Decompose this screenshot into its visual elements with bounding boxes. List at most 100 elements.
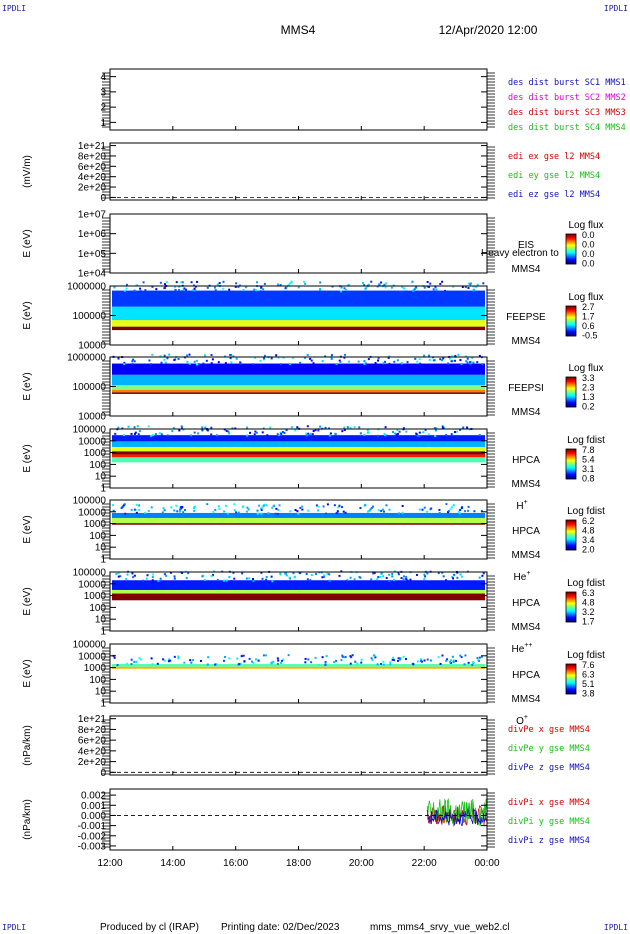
heatmap-speckle <box>315 504 318 507</box>
colorbar-cell <box>566 670 576 672</box>
colorbar-cell <box>566 306 576 308</box>
heatmap-speckle <box>130 432 133 435</box>
heatmap-speckle <box>425 510 428 513</box>
heatmap-speckle <box>343 429 346 432</box>
heatmap-speckle <box>450 506 453 509</box>
heatmap-speckle <box>133 426 136 429</box>
y-tick-label: 1 <box>100 627 106 638</box>
heatmap-speckle <box>213 570 216 573</box>
legend-entry: des dist burst SC1 MMS1 <box>508 78 626 88</box>
heatmap-speckle <box>361 281 364 284</box>
colorbar-cell <box>566 593 576 595</box>
colorbar-tick-label: 3.3 <box>582 373 595 383</box>
colorbar-tick-label: 3.8 <box>582 689 595 699</box>
colorbar-cell <box>566 261 576 263</box>
heatmap-speckle <box>464 654 467 657</box>
colorbar-cell <box>566 536 576 538</box>
heatmap-speckle <box>453 359 456 362</box>
heatmap-speckle <box>336 510 339 513</box>
colorbar-cell <box>566 607 576 609</box>
colorbar-cell <box>566 599 576 601</box>
heatmap-speckle <box>439 358 442 361</box>
series-line <box>426 807 487 827</box>
colorbar-cell <box>566 594 576 596</box>
y-tick-label: 0 <box>100 193 106 204</box>
heatmap-speckle <box>132 576 135 579</box>
heatmap-speckle <box>370 657 373 660</box>
heatmap-speckle <box>383 283 386 286</box>
heatmap-speckle <box>256 509 259 512</box>
heatmap-speckle <box>474 285 477 288</box>
heatmap-speckle <box>391 573 394 576</box>
colorbar-cell <box>566 384 576 386</box>
heatmap-speckle <box>459 508 462 511</box>
heatmap-speckle <box>282 356 285 359</box>
heatmap-speckle <box>401 511 404 514</box>
heatmap-speckle <box>349 576 352 579</box>
heatmap-speckle <box>444 434 447 437</box>
heatmap-speckle <box>233 577 236 580</box>
heatmap-speckle <box>140 658 143 661</box>
colorbar-cell <box>566 309 576 311</box>
heatmap-speckle <box>356 662 359 665</box>
y-tick-label: 6e+20 <box>78 736 107 747</box>
heatmap-speckle <box>234 427 237 430</box>
heatmap-speckle <box>270 662 273 665</box>
heatmap-speckle <box>181 281 184 284</box>
heatmap-speckle <box>427 286 430 289</box>
colorbar-cell <box>566 311 576 313</box>
heatmap-speckle <box>443 426 446 429</box>
heatmap-speckle <box>328 434 331 437</box>
heatmap-speckle <box>156 662 159 665</box>
heatmap-speckle <box>340 290 343 293</box>
heatmap-speckle <box>468 282 471 285</box>
heatmap-speckle <box>447 510 450 513</box>
heatmap-speckle <box>115 572 118 575</box>
heatmap-speckle <box>338 504 341 507</box>
species-label: O+ <box>516 714 528 727</box>
colorbar-cell <box>566 521 576 523</box>
heatmap-speckle <box>467 509 470 512</box>
colorbar-cell <box>566 461 576 463</box>
heatmap-speckle <box>164 286 167 289</box>
colorbar-cell <box>566 615 576 617</box>
corner-label-top-left: IPDLI <box>2 4 27 13</box>
heatmap-speckle <box>467 286 470 289</box>
heatmap-speckle <box>229 353 232 356</box>
heatmap-speckle <box>180 425 183 428</box>
heatmap-speckle <box>426 285 429 288</box>
y-axis-label: E (eV) <box>22 301 33 329</box>
heatmap-speckle <box>294 509 297 512</box>
heatmap-speckle <box>398 430 401 433</box>
colorbar-cell <box>566 377 576 379</box>
colorbar-cell <box>566 608 576 610</box>
heatmap-speckle <box>385 504 388 507</box>
heatmap-speckle <box>388 573 391 576</box>
colorbar-cell <box>566 617 576 619</box>
heatmap-speckle <box>123 289 126 292</box>
spacecraft-label: MMS4 <box>512 550 541 561</box>
colorbar-cell <box>566 449 576 451</box>
colorbar-cell <box>566 254 576 256</box>
colorbar-cell <box>566 460 576 462</box>
legend-entry: edi ez gse l2 MMS4 <box>508 190 600 200</box>
heatmap-speckle <box>447 362 450 365</box>
heatmap-speckle <box>159 355 162 358</box>
heatmap-speckle <box>414 357 417 360</box>
y-tick-label: 1 <box>100 484 106 495</box>
heatmap-speckle <box>260 512 263 515</box>
heatmap-speckle <box>137 433 140 436</box>
heatmap-speckle <box>363 284 366 287</box>
heatmap-speckle <box>226 512 229 515</box>
heatmap-speckle <box>283 431 286 434</box>
heatmap-speckle <box>380 281 383 284</box>
heatmap-band <box>112 451 485 455</box>
colorbar-cell <box>566 681 576 683</box>
heatmap-speckle <box>280 432 283 435</box>
colorbar-cell <box>566 672 576 674</box>
colorbar-cell <box>566 535 576 537</box>
colorbar-cell <box>566 252 576 254</box>
heatmap-speckle <box>192 284 195 287</box>
heatmap-speckle <box>406 579 409 582</box>
heatmap-speckle <box>194 285 197 288</box>
